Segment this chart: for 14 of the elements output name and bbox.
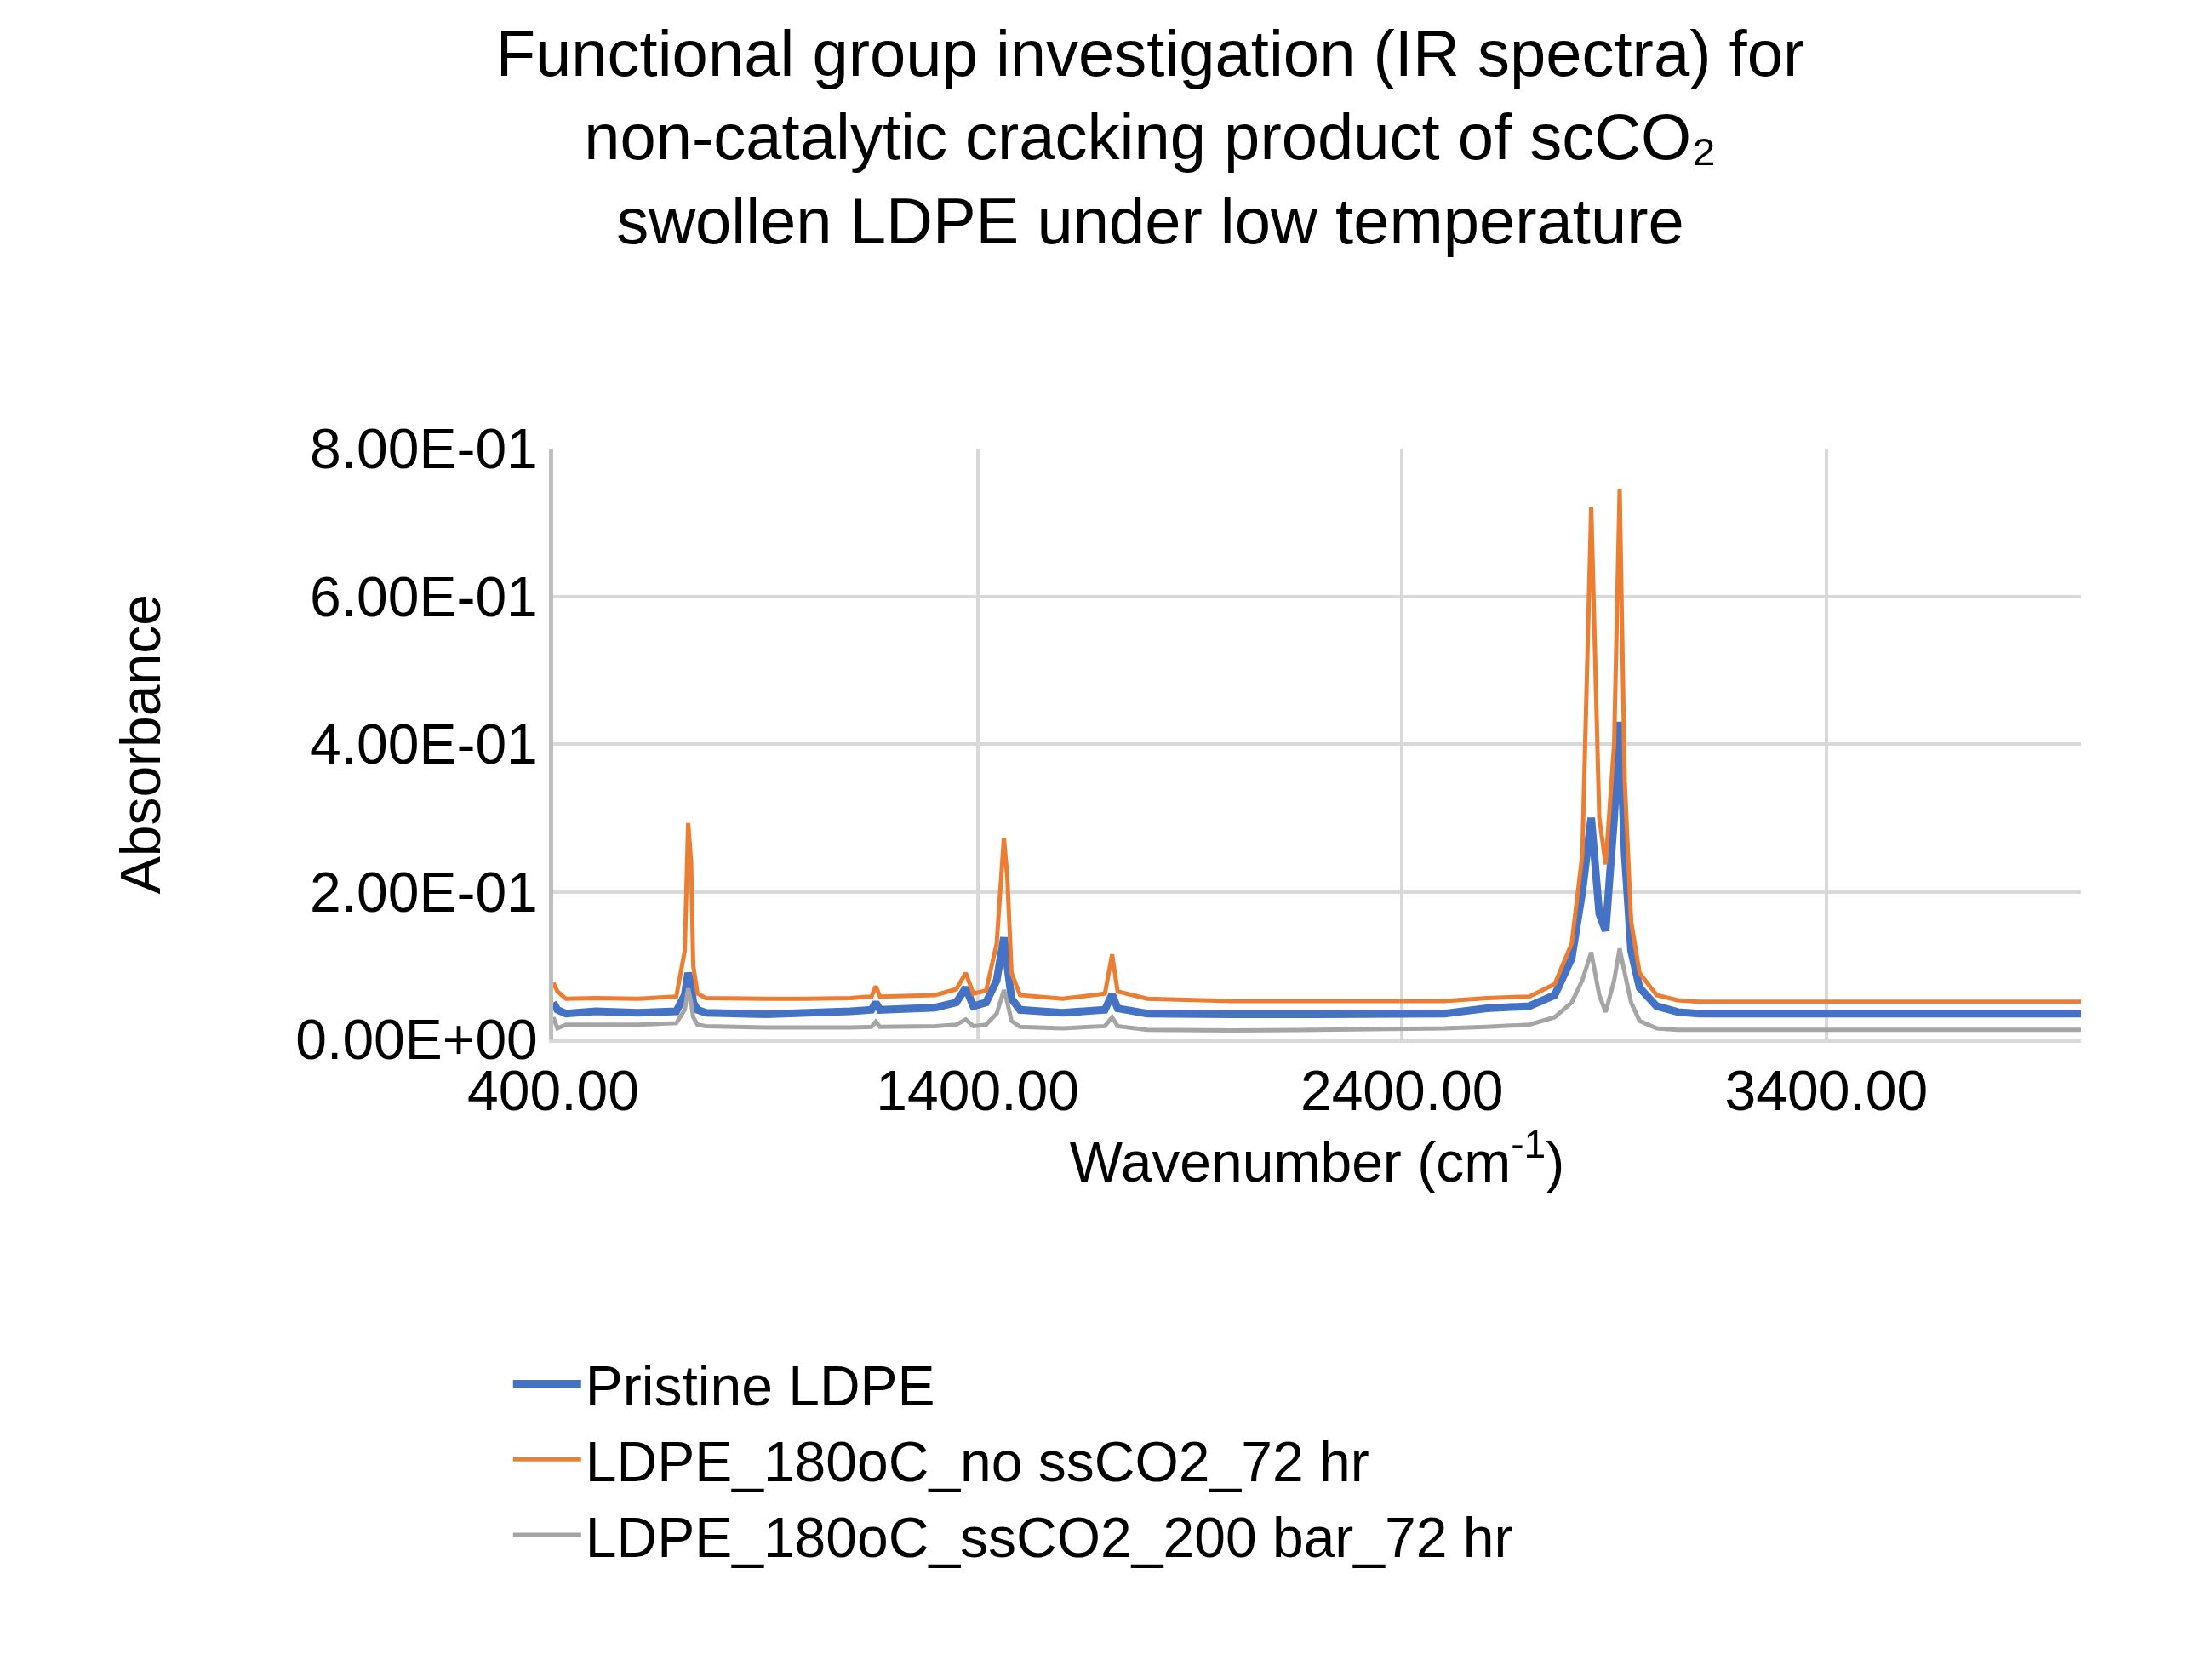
legend-label: LDPE_180oC_ssCO2_200 bar_72 hr	[585, 1505, 1513, 1569]
y-axis-title: Absorbance	[109, 594, 173, 895]
x-tick-label: 3400.00	[1724, 1059, 1929, 1123]
x-tick-label: 2400.00	[1300, 1059, 1504, 1123]
y-tick-label: 6.00E-01	[309, 564, 538, 628]
legend-label: Pristine LDPE	[585, 1354, 935, 1418]
x-tick-label: 1400.00	[876, 1059, 1079, 1123]
x-axis-title: Wavenumber (cm$^{-1}$)	[1069, 1122, 1565, 1193]
y-tick-label: 2.00E-01	[309, 860, 538, 924]
legend-label: LDPE_180oC_no ssCO2_72 hr	[585, 1429, 1369, 1493]
y-tick-label: 4.00E-01	[309, 713, 538, 776]
y-tick-label: 8.00E-01	[309, 417, 538, 481]
chart-title: Functional group investigation (IR spectra) for non-catalytic cracking product of scCO₂ swollen LDPE under low temperature	[495, 16, 1805, 258]
x-tick-label: 400.00	[467, 1059, 639, 1123]
